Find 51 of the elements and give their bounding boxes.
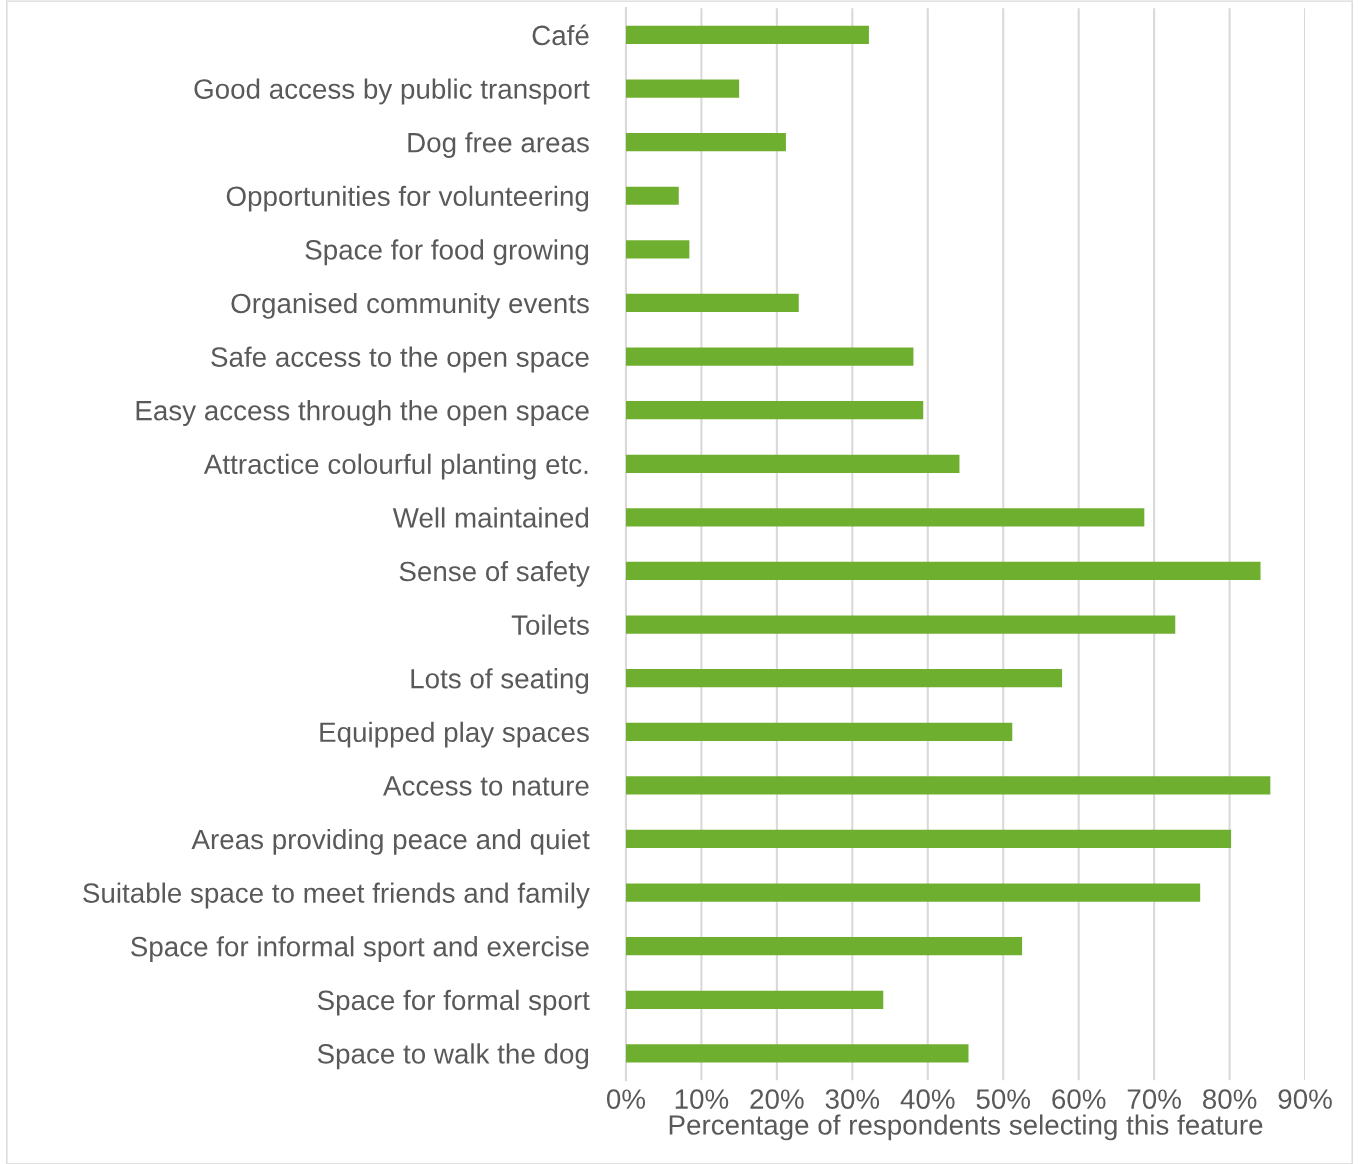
y-tick-label: Easy access through the open space xyxy=(136,400,589,426)
x-tick-label: 20% xyxy=(750,1089,804,1109)
y-tick-label: Well maintained xyxy=(392,507,589,528)
x-axis-title: Percentage of respondents selecting this feature xyxy=(669,1114,1263,1141)
bar xyxy=(625,561,1261,581)
bar xyxy=(625,454,960,473)
bar xyxy=(625,293,799,313)
bar xyxy=(625,1044,969,1063)
y-tick-label: Dog free areas xyxy=(408,132,589,158)
bar xyxy=(625,79,740,98)
x-tick-label: 90% xyxy=(1278,1089,1332,1109)
bar xyxy=(625,883,1201,902)
y-tick-label: Café xyxy=(532,24,589,46)
bar xyxy=(625,186,679,205)
bar xyxy=(625,508,1145,527)
bar xyxy=(625,133,786,152)
y-tick-label: Toilets xyxy=(511,614,589,635)
y-tick-label: Sense of safety xyxy=(399,560,590,587)
y-tick-label: Space to walk the dog xyxy=(317,1043,589,1070)
bar xyxy=(625,347,914,366)
y-tick-label: Organised community events xyxy=(231,292,589,319)
bar xyxy=(625,990,884,1009)
x-tick-label: 10% xyxy=(675,1089,729,1109)
x-tick-label: 50% xyxy=(976,1089,1031,1109)
y-tick-label: Space for informal sport and exercise xyxy=(131,936,589,963)
x-tick-label: 70% xyxy=(1127,1089,1181,1109)
bar xyxy=(625,829,1232,849)
y-tick-label: Suitable space to meet friends and family xyxy=(83,882,590,909)
y-tick-label: Lots of seating xyxy=(411,668,589,694)
y-tick-label: Areas providing peace and quiet xyxy=(191,828,590,855)
y-tick-label: Space for food growing xyxy=(305,239,589,266)
bar xyxy=(625,25,869,45)
y-tick-label: Attractice colourful planting etc. xyxy=(203,453,588,480)
x-tick-label: 0% xyxy=(606,1089,646,1109)
bar xyxy=(625,401,924,420)
bar xyxy=(625,722,1013,741)
x-tick-label: 60% xyxy=(1052,1089,1106,1109)
y-tick-label: Space for formal sport xyxy=(317,989,590,1016)
y-tick-label: Access to nature xyxy=(383,776,589,796)
bar xyxy=(625,937,1023,956)
x-tick-label: 40% xyxy=(900,1089,955,1109)
y-tick-label: Safe access to the open space xyxy=(211,346,589,373)
bar xyxy=(625,240,690,259)
bar xyxy=(625,615,1176,634)
y-tick-label: Good access by public transport xyxy=(194,78,590,105)
x-tick-label: 30% xyxy=(825,1089,880,1109)
y-tick-label: Equipped play spaces xyxy=(320,721,589,748)
x-tick-label: 80% xyxy=(1203,1089,1257,1109)
bar xyxy=(625,669,1063,688)
y-tick-label: Opportunities for volunteering xyxy=(226,185,589,212)
bar xyxy=(625,776,1271,795)
